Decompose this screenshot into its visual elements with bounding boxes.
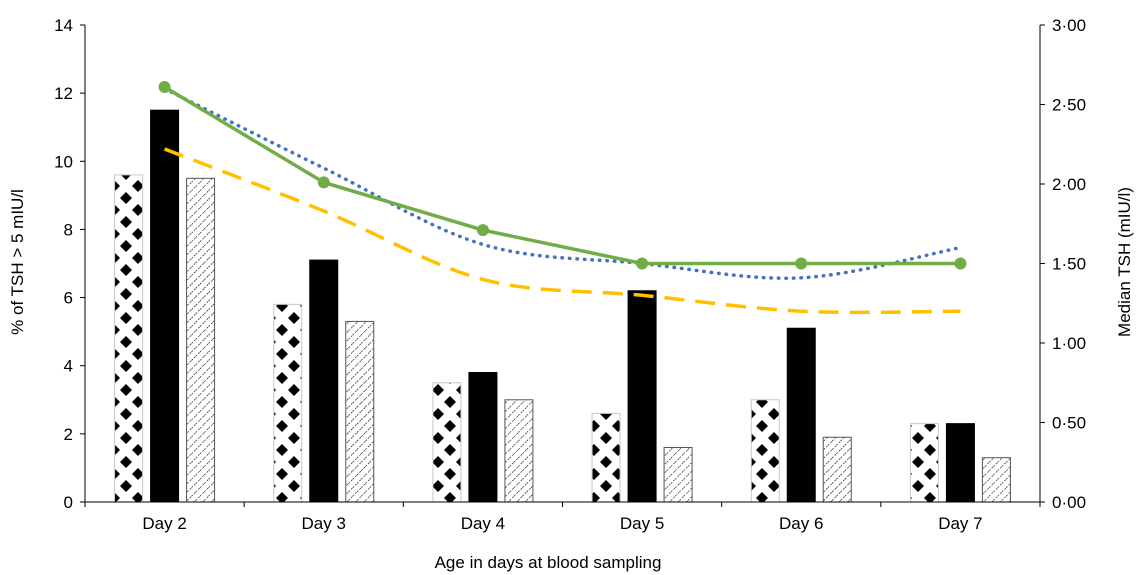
left-y-tick-label: 0: [64, 493, 73, 512]
bar-diagonal-hatch: [981, 457, 1011, 503]
left-y-tick-label: 14: [54, 16, 73, 35]
left-y-tick-label: 8: [64, 220, 73, 239]
labels-layer: 0 2 4 6 8 10 12 14 0·00 0·50 1·00 1·50 2·00 2·50 3·00 D…: [54, 16, 1086, 533]
line-point-marker: [158, 81, 171, 94]
bar-diagonal-hatch: [345, 320, 375, 503]
x-tick-label: Day 2: [142, 514, 186, 533]
bar-solid-black: [309, 259, 339, 503]
bar-solid-black: [468, 372, 498, 503]
lines-layer: [158, 81, 967, 315]
line-point-marker: [795, 257, 808, 270]
bar-diagonal-hatch: [186, 177, 216, 503]
left-y-tick-label: 4: [64, 357, 73, 376]
bar-diamond-check: [273, 303, 303, 503]
bar-diamond-check: [909, 423, 939, 503]
right-y-tick-label: 1·00: [1052, 334, 1086, 353]
x-tick-label: Day 4: [461, 514, 505, 533]
left-y-tick-label: 12: [54, 84, 73, 103]
bar-diagonal-hatch: [504, 399, 534, 503]
x-tick-label: Day 3: [302, 514, 346, 533]
bars-layer: [114, 109, 1011, 503]
left-y-axis-title: % of TSH > 5 mIU/l: [8, 189, 27, 335]
x-tick-label: Day 5: [620, 514, 664, 533]
line-series-dashed: [163, 147, 961, 315]
line-series-solid: [163, 85, 961, 266]
line-point-marker: [317, 176, 330, 189]
bar-diagonal-hatch: [822, 436, 852, 503]
bar-solid-black: [627, 290, 657, 503]
line-point-marker: [636, 257, 649, 270]
bar-diamond-check: [591, 412, 621, 503]
right-y-tick-label: 0·00: [1052, 493, 1086, 512]
x-tick-label: Day 6: [779, 514, 823, 533]
bar-diagonal-hatch: [663, 446, 693, 503]
line-point-marker: [954, 257, 967, 270]
bar-solid-black: [945, 423, 975, 503]
line-point-marker: [476, 224, 489, 237]
bar-diamond-check: [750, 399, 780, 503]
axes-layer: [80, 24, 1045, 507]
bar-diamond-check: [432, 382, 462, 503]
x-axis-title: Age in days at blood sampling: [435, 553, 662, 572]
left-y-tick-label: 10: [54, 152, 73, 171]
right-y-axis-title: Median TSH (mIU/l): [1115, 187, 1134, 337]
right-y-tick-label: 2·00: [1052, 175, 1086, 194]
left-y-tick-label: 2: [64, 425, 73, 444]
line-series-dotted: [162, 86, 963, 280]
bar-diamond-check: [114, 174, 144, 503]
x-tick-label: Day 7: [938, 514, 982, 533]
right-y-tick-label: 2·50: [1052, 96, 1086, 115]
bar-solid-black: [150, 109, 180, 503]
right-y-tick-label: 0·50: [1052, 414, 1086, 433]
right-y-tick-label: 1·50: [1052, 255, 1086, 274]
bar-solid-black: [786, 327, 816, 503]
left-y-tick-label: 6: [64, 289, 73, 308]
right-y-tick-label: 3·00: [1052, 16, 1086, 35]
